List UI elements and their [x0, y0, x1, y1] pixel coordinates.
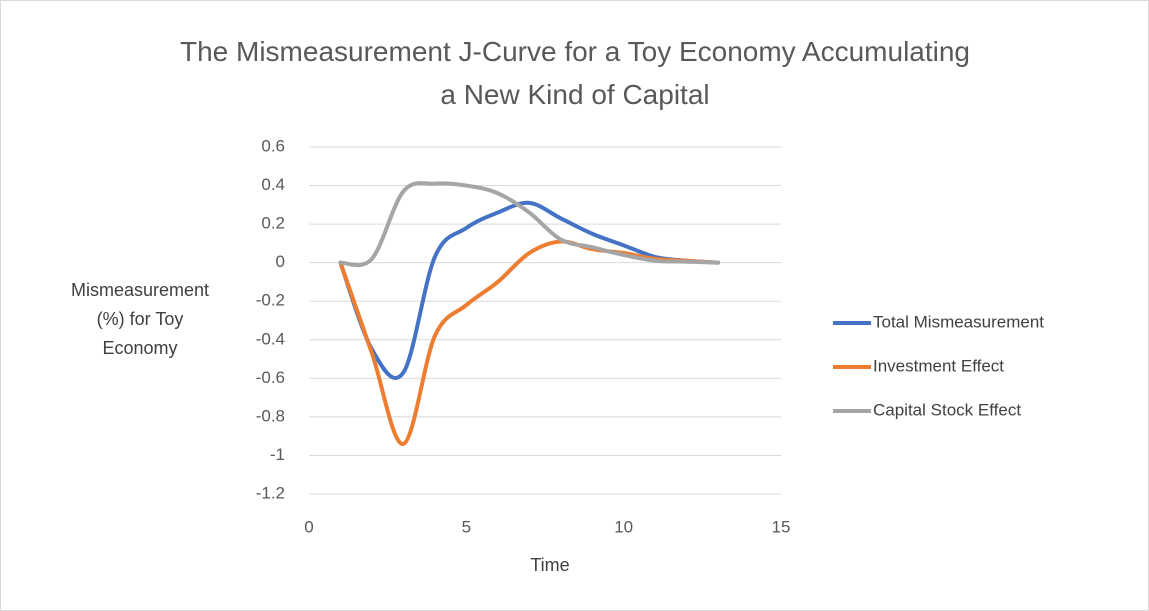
x-tick-label: 0	[304, 517, 313, 536]
chart-title: The Mismeasurement J-Curve for a Toy Eco…	[179, 36, 970, 110]
x-tick-label: 5	[462, 517, 471, 536]
y-tick-label: -0.2	[256, 291, 285, 310]
y-tick-label: 0	[276, 252, 285, 271]
legend-label: Total Mismeasurement	[873, 312, 1044, 331]
y-tick-label: 0.2	[261, 214, 285, 233]
legend-label: Capital Stock Effect	[873, 400, 1021, 419]
y-tick-label: -1.2	[256, 483, 285, 502]
y-tick-label: -0.6	[256, 368, 285, 387]
legend-label: Investment Effect	[873, 356, 1004, 375]
y-tick-label: -0.4	[256, 329, 285, 348]
y-tick-label: -0.8	[256, 406, 285, 425]
series-line	[338, 181, 721, 268]
x-axis-title: Time	[530, 555, 569, 575]
y-tick-label: -1	[270, 445, 285, 464]
x-tick-label: 10	[614, 517, 633, 536]
y-axis-title: Mismeasurement (%) for Toy Economy	[70, 280, 210, 358]
y-tick-label: 0.6	[261, 136, 285, 155]
y-tick-label: 0.4	[261, 175, 285, 194]
x-tick-label: 15	[772, 517, 791, 536]
